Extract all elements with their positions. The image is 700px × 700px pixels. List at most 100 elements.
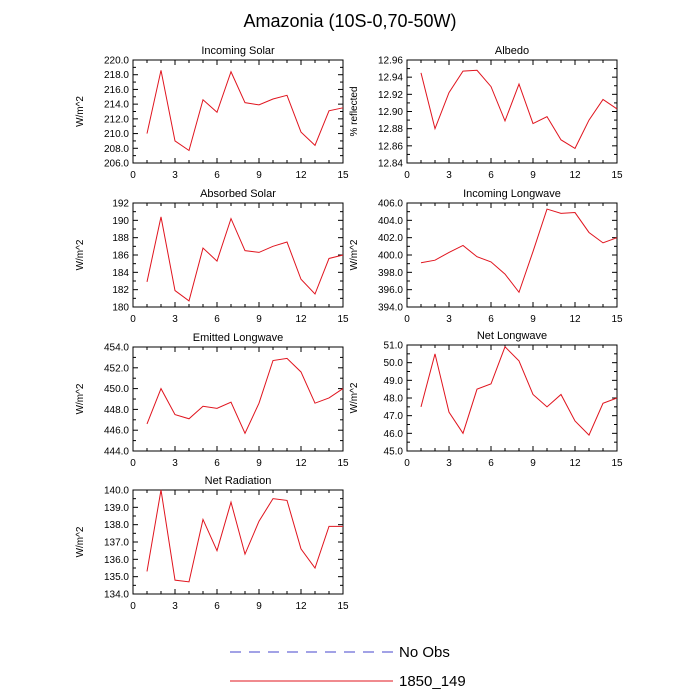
y-axis-label: W/m^2: [75, 239, 86, 270]
y-tick-label: 214.0: [104, 100, 129, 111]
legend-label: No Obs: [399, 644, 450, 661]
x-tick-label: 0: [404, 170, 410, 181]
x-tick-label: 6: [488, 314, 494, 325]
plot-frame: [132, 59, 344, 164]
y-tick-label: 450.0: [104, 384, 129, 395]
y-tick-label: 218.0: [104, 70, 129, 81]
series-line-1850_149: [146, 70, 344, 152]
x-tick-label: 3: [172, 170, 178, 181]
y-tick-label: 400.0: [378, 251, 403, 262]
y-tick-label: 140.0: [104, 486, 129, 497]
x-tick-label: 0: [404, 314, 410, 325]
x-tick-label: 0: [130, 458, 136, 469]
plot-frame: [406, 202, 618, 308]
series-line-1850_149: [146, 357, 344, 435]
x-tick-label: 12: [295, 458, 307, 469]
y-tick-label: 180: [112, 303, 129, 314]
y-tick-label: 134.0: [104, 590, 129, 601]
y-tick-label: 446.0: [104, 426, 129, 437]
legend-label: 1850_149: [399, 673, 466, 690]
y-tick-label: 51.0: [384, 341, 404, 352]
y-axis-label: W/m^2: [75, 96, 86, 127]
y-axis-label: W/m^2: [349, 239, 360, 270]
y-tick-label: 47.0: [384, 411, 404, 422]
series-line-1850_149: [146, 216, 344, 302]
plot-frame: [132, 202, 344, 308]
y-tick-label: 210.0: [104, 129, 129, 140]
panel-title: Absorbed Solar: [200, 188, 276, 200]
x-tick-label: 6: [214, 314, 220, 325]
panel-title: Net Longwave: [477, 330, 547, 342]
y-tick-label: 394.0: [378, 303, 403, 314]
y-tick-label: 46.0: [384, 429, 404, 440]
x-tick-label: 12: [569, 458, 581, 469]
x-tick-label: 9: [530, 170, 536, 181]
plot-frame: [132, 346, 344, 452]
x-tick-label: 3: [172, 458, 178, 469]
x-tick-label: 0: [130, 601, 136, 612]
y-tick-label: 184: [112, 268, 129, 279]
x-tick-label: 15: [337, 314, 349, 325]
x-tick-label: 15: [611, 170, 623, 181]
x-tick-label: 9: [256, 601, 262, 612]
x-tick-label: 6: [488, 458, 494, 469]
y-tick-label: 206.0: [104, 159, 129, 170]
y-tick-label: 396.0: [378, 285, 403, 296]
y-tick-label: 220.0: [104, 56, 129, 67]
y-axis-label: W/m^2: [75, 526, 86, 557]
x-tick-label: 3: [446, 170, 452, 181]
panels-group: Incoming Solar W/m^2 0 3 6 9 12 15 206.0 208.0 210…: [75, 45, 623, 612]
y-tick-label: 49.0: [384, 376, 404, 387]
x-tick-label: 12: [295, 170, 307, 181]
panel-title: Incoming Longwave: [463, 188, 561, 200]
x-tick-label: 15: [611, 314, 623, 325]
x-tick-label: 0: [404, 458, 410, 469]
panel-4: Incoming Longwave W/m^2 0 3 6 9 12 15 394.0 396.0…: [349, 188, 623, 325]
x-tick-label: 6: [214, 601, 220, 612]
x-tick-label: 12: [569, 170, 581, 181]
x-tick-label: 15: [611, 458, 623, 469]
y-tick-label: 216.0: [104, 85, 129, 96]
y-tick-label: 208.0: [104, 144, 129, 155]
y-tick-label: 136.0: [104, 555, 129, 566]
y-axis-label: W/m^2: [349, 382, 360, 413]
panel-title: Incoming Solar: [201, 45, 275, 57]
figure-title: Amazonia (10S-0,70-50W): [243, 11, 456, 31]
x-tick-label: 6: [488, 170, 494, 181]
x-tick-label: 15: [337, 458, 349, 469]
y-tick-label: 192: [112, 199, 129, 210]
y-tick-label: 137.0: [104, 538, 129, 549]
panel-title: Net Radiation: [205, 475, 272, 487]
x-tick-label: 3: [446, 314, 452, 325]
y-tick-label: 182: [112, 285, 129, 296]
x-tick-label: 0: [130, 170, 136, 181]
x-tick-label: 12: [569, 314, 581, 325]
panel-title: Emitted Longwave: [193, 332, 284, 344]
plot-frame: [406, 344, 618, 452]
x-tick-label: 6: [214, 170, 220, 181]
y-tick-label: 12.94: [378, 73, 403, 84]
y-tick-label: 12.90: [378, 107, 403, 118]
y-tick-label: 186: [112, 251, 129, 262]
x-tick-label: 15: [337, 170, 349, 181]
plot-frame: [406, 59, 618, 164]
x-tick-label: 15: [337, 601, 349, 612]
series-line-1850_149: [146, 489, 343, 583]
x-tick-label: 12: [295, 601, 307, 612]
panel-1: Incoming Solar W/m^2 0 3 6 9 12 15 206.0 208.0 210…: [75, 45, 349, 181]
y-tick-label: 190: [112, 216, 129, 227]
y-tick-label: 48.0: [384, 394, 404, 405]
y-tick-label: 448.0: [104, 405, 129, 416]
series-line-1850_149: [420, 69, 618, 150]
panel-7: Net Radiation W/m^2 0 3 6 9 12 15 134.0 135.0 136.…: [75, 475, 349, 612]
x-tick-label: 3: [446, 458, 452, 469]
y-tick-label: 12.84: [378, 159, 403, 170]
panel-title: Albedo: [495, 45, 529, 57]
y-tick-label: 398.0: [378, 268, 403, 279]
y-tick-label: 139.0: [104, 503, 129, 514]
y-tick-label: 45.0: [384, 447, 404, 458]
y-axis-label: % reflected: [349, 86, 360, 136]
plot-frame: [132, 489, 344, 595]
x-tick-label: 3: [172, 314, 178, 325]
